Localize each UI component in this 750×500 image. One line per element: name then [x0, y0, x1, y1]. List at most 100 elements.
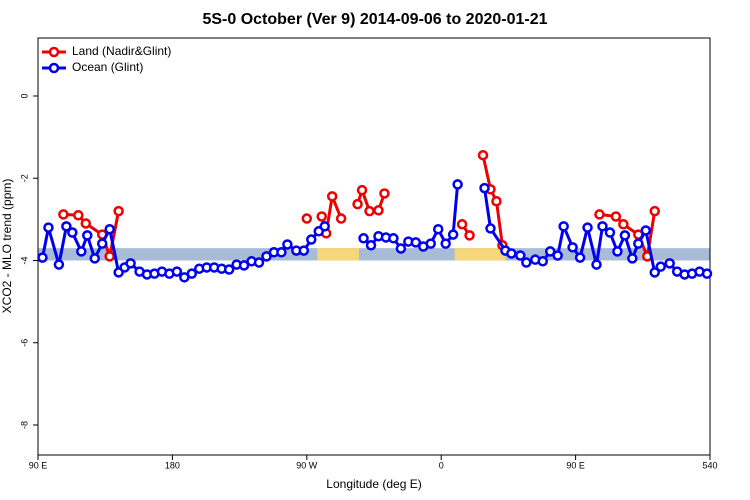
data-point [425, 238, 436, 249]
data-point [82, 230, 93, 241]
legend-marker [48, 46, 60, 58]
data-point [619, 230, 631, 241]
data-point [356, 184, 368, 196]
y-tick-label: -2 [19, 174, 29, 182]
legend-label: Land (Nadir&Glint) [72, 44, 171, 58]
data-point [89, 253, 100, 264]
data-point [364, 205, 375, 217]
data-point [104, 251, 115, 262]
data-point [610, 211, 622, 222]
data-point [594, 209, 605, 220]
data-point [125, 258, 136, 269]
data-point [104, 223, 115, 235]
y-tick-label: -8 [19, 421, 29, 429]
data-point [37, 252, 48, 263]
data-point [67, 227, 78, 238]
data-point [80, 218, 92, 229]
data-point [358, 233, 369, 244]
data-point [373, 205, 384, 216]
chart-title: 5S-0 October (Ver 9) 2014-09-06 to 2020-… [202, 11, 547, 28]
data-point [447, 229, 459, 240]
data-point [261, 251, 272, 262]
data-point [655, 261, 666, 272]
data-point [567, 242, 578, 253]
legend-marker [48, 62, 60, 74]
data-point [627, 253, 638, 264]
data-point [379, 188, 390, 199]
reference-band-span [454, 248, 506, 261]
data-point [618, 219, 629, 230]
data-point [515, 250, 526, 261]
x-axis-label: Longitude (deg E) [326, 477, 421, 491]
data-point [388, 233, 399, 244]
data-point [633, 238, 644, 249]
data-point [477, 149, 489, 161]
x-tick-label: 90 E [29, 460, 48, 470]
x-tick-label: 90 E [566, 460, 585, 470]
data-point [73, 209, 84, 221]
data-point [591, 259, 602, 270]
data-point [664, 258, 675, 269]
y-tick-label: -6 [19, 339, 29, 347]
data-point [53, 259, 65, 270]
data-point [456, 219, 468, 230]
data-point [597, 221, 608, 232]
plot-frame [37, 37, 711, 456]
data-point [171, 266, 183, 277]
x-tick-label: 0 [439, 460, 444, 470]
data-point [319, 221, 330, 232]
data-point [282, 239, 293, 250]
data-point [276, 247, 287, 258]
data-point [395, 243, 407, 254]
data-point [238, 260, 250, 271]
y-axis-label: XCO2 - MLO trend (ppm) [0, 179, 14, 314]
x-tick-label: 90 W [296, 460, 318, 470]
data-point [452, 179, 463, 190]
data-point [604, 227, 616, 238]
data-point [326, 191, 338, 202]
data-point [612, 246, 623, 257]
data-point [96, 238, 108, 249]
data-point [432, 223, 444, 235]
data-point [61, 221, 72, 232]
data-point [491, 196, 502, 207]
data-point [649, 267, 660, 278]
data-point [582, 222, 593, 233]
y-tick-label: -4 [19, 256, 29, 264]
data-point [440, 238, 451, 249]
data-point [574, 252, 586, 263]
data-point [352, 198, 363, 210]
data-point [464, 230, 475, 241]
x-tick-label: 540 [702, 460, 717, 470]
data-point [298, 245, 310, 256]
data-point [479, 182, 490, 194]
data-point [365, 240, 377, 251]
data-point [552, 250, 563, 261]
data-point [649, 205, 660, 217]
data-point [253, 257, 265, 268]
legend-label: Ocean (Glint) [72, 60, 143, 74]
data-point [316, 211, 327, 222]
y-tick-label: 0 [19, 93, 29, 98]
data-point [58, 209, 69, 220]
data-point [335, 213, 347, 224]
data-point [306, 234, 317, 245]
data-point [537, 256, 548, 267]
x-tick-label: 180 [165, 460, 180, 470]
data-point [223, 264, 235, 275]
data-point [506, 248, 517, 259]
data-point [521, 257, 532, 268]
data-point [43, 222, 54, 233]
data-point [485, 223, 496, 234]
reference-band-span [317, 248, 360, 261]
data-point [76, 246, 87, 257]
data-point [410, 237, 422, 248]
data-point [113, 205, 124, 217]
data-point [558, 221, 569, 232]
reference-band [38, 248, 710, 261]
data-point [301, 213, 313, 224]
data-point [701, 268, 713, 279]
data-point [544, 246, 556, 257]
data-point [186, 268, 198, 279]
